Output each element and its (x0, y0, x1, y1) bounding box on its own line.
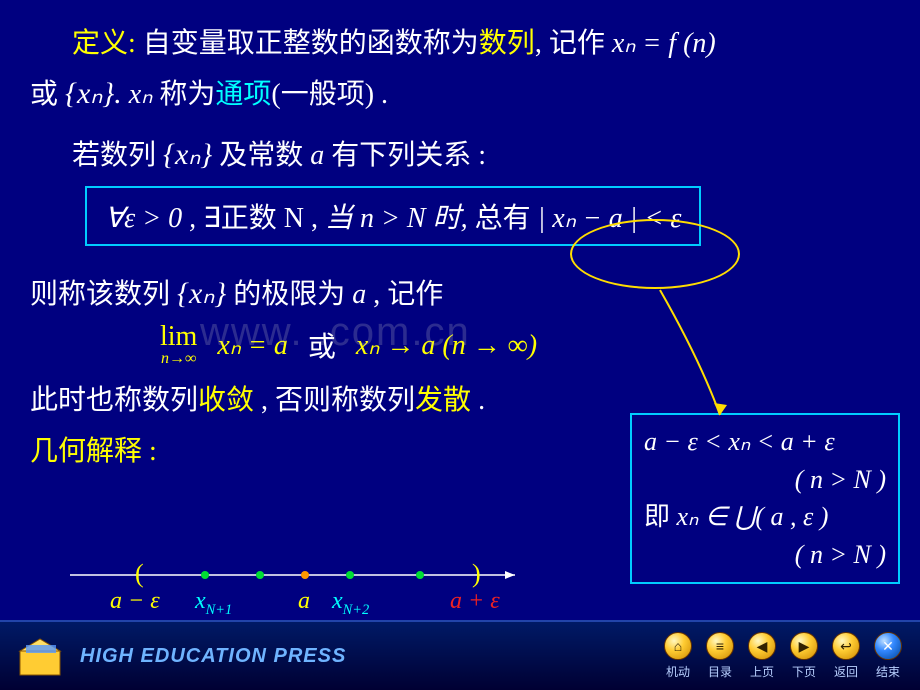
limit-statement: 则称该数列 {xₙ} 的极限为 a , 记作 (30, 268, 890, 319)
nav-buttons: ⌂ 机动 ≡ 目录 ◀ 上页 ▶ 下页 ↩ 返回 ✕ 结束 (664, 632, 902, 680)
limit-notation-row: lim n→∞ xₙ = a 或 xₙ → a (n → ∞) (160, 323, 890, 367)
nav-label: 目录 (708, 663, 732, 680)
nav-label: 返回 (834, 663, 858, 680)
label-a-plus-e: a + ε (450, 588, 500, 615)
nav-下页[interactable]: ▶ 下页 (790, 632, 818, 680)
slide-content: 定义: 自变量取正整数的函数称为数列, 记作 xₙ = f (n) 或 {xₙ}… (0, 0, 920, 620)
nav-label: 下页 (792, 663, 816, 680)
svg-text:): ) (472, 560, 481, 588)
definition-line2: 或 {xₙ}. xₙ 称为通项(一般项) . (30, 68, 890, 119)
nav-icon: ⌂ (664, 632, 692, 660)
nav-label: 机动 (666, 663, 690, 680)
label-a: a (298, 588, 310, 615)
nav-机动[interactable]: ⌂ 机动 (664, 632, 692, 680)
epsilon-n-definition-box: ∀ε > 0 , ∃正数 N , 当 n > N 时, 总有 | xₙ − a … (85, 186, 701, 246)
label-xN2: xN+2 (332, 588, 369, 619)
nav-icon: ↩ (832, 632, 860, 660)
nav-icon: ≡ (706, 632, 734, 660)
label-xN1: xN+1 (195, 588, 232, 619)
nav-上页[interactable]: ◀ 上页 (748, 632, 776, 680)
definition-line1: 定义: 自变量取正整数的函数称为数列, 记作 xₙ = f (n) (30, 20, 890, 68)
brand-text: HIGH EDUCATION PRESS (80, 645, 346, 668)
nav-label: 结束 (876, 663, 900, 680)
nav-icon: ✕ (874, 632, 902, 660)
footer-bar: HIGH EDUCATION PRESS ⌂ 机动 ≡ 目录 ◀ 上页 ▶ 下页 ↩ 返回 ✕ 结束 (0, 620, 920, 690)
limit-symbol: lim n→∞ (160, 323, 197, 367)
nav-返回[interactable]: ↩ 返回 (832, 632, 860, 680)
publisher-logo (12, 631, 72, 681)
nav-label: 上页 (750, 663, 774, 680)
number-line: ( ) a − ε xN+1 a xN+2 a + ε (70, 560, 520, 605)
nav-结束[interactable]: ✕ 结束 (874, 632, 902, 680)
svg-text:(: ( (135, 560, 144, 588)
label-a-minus-e: a − ε (110, 588, 160, 615)
condition-line: 若数列 {xₙ} 及常数 a 有下列关系 : (30, 129, 890, 180)
inequality-sidebox: a − ε < xₙ < a + ε ( n > N ) 即 xₙ ∈ ⋃( a… (630, 413, 900, 584)
nav-目录[interactable]: ≡ 目录 (706, 632, 734, 680)
definition-label: 定义: (72, 28, 136, 59)
nav-icon: ◀ (748, 632, 776, 660)
nav-icon: ▶ (790, 632, 818, 660)
